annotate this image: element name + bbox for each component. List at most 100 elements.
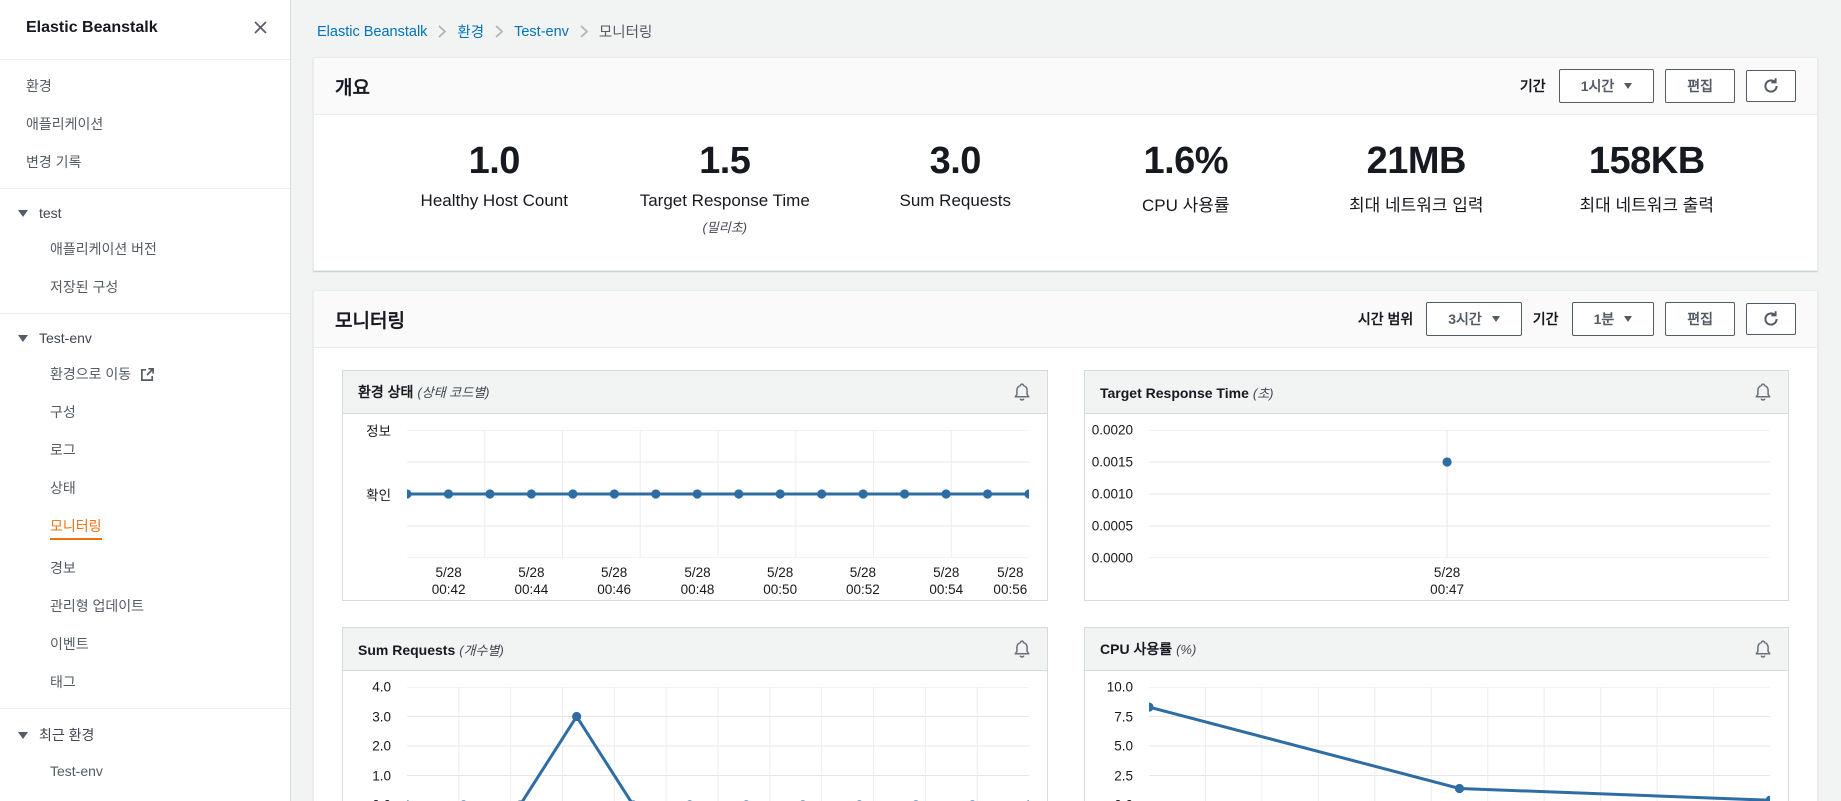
monitoring-title: 모니터링 — [335, 310, 405, 332]
time-range-select[interactable]: 3시간 — [1426, 302, 1522, 336]
sidebar-item[interactable]: 환경으로 이동 — [0, 355, 290, 393]
bell-icon[interactable] — [1753, 639, 1773, 659]
period-label: 기간 — [1519, 78, 1546, 94]
x-tick-label: 5/28 00:42 — [431, 565, 466, 597]
y-axis: 정보 확인 — [343, 424, 399, 558]
metric-value: 21MB — [1366, 140, 1467, 182]
period-select[interactable]: 1시간 — [1558, 69, 1655, 103]
sidebar-item[interactable]: 경보 — [50, 560, 76, 576]
main-content: Elastic Beanstalk 환경 Test-env 모니터링 개요 기간 1시… — [291, 0, 1841, 801]
period-value: 1시간 — [1580, 78, 1615, 94]
time-range-value: 3시간 — [1448, 311, 1482, 327]
edit-button[interactable]: 편집 — [1665, 69, 1735, 103]
sidebar-item[interactable]: 저장된 구성 — [50, 279, 119, 295]
x-tick-label: 5/28 00:52 — [846, 565, 880, 597]
y-tick-label: 0.0005 — [1091, 518, 1133, 534]
overview-title: 개요 — [335, 77, 370, 99]
breadcrumb-link[interactable]: Test-env — [514, 23, 569, 40]
y-tick-label: 5.0 — [1114, 738, 1133, 754]
sidebar-item[interactable]: 애플리케이션 — [26, 116, 104, 132]
triangle-down-icon — [18, 731, 28, 739]
monitoring-period-select[interactable]: 1분 — [1571, 302, 1655, 336]
bell-icon[interactable] — [1753, 382, 1773, 402]
metric-label: Sum Requests — [899, 191, 1012, 210]
chart-title: CPU 사용률 — [1100, 641, 1173, 657]
sidebar-item[interactable]: 애플리케이션 버전 — [50, 241, 157, 257]
overview-panel-header: 개요 기간 1시간 편집 — [314, 58, 1817, 115]
plot — [1144, 686, 1775, 801]
sidebar-item[interactable]: 변경 기록 — [26, 154, 82, 170]
bell-icon[interactable] — [1012, 639, 1032, 659]
metric-value: 1.6% — [1143, 140, 1229, 182]
group-label: Test-env — [39, 330, 92, 346]
chart-area: 4.03.02.01.00.0 5/285/285/285/285/285/28… — [343, 671, 1047, 801]
sidebar-group-header[interactable]: 최근 환경 — [0, 716, 290, 754]
bell-icon[interactable] — [1012, 382, 1032, 402]
divider — [0, 188, 290, 189]
group-label: test — [39, 205, 62, 221]
metric-sublabel: (밀리초) — [702, 220, 748, 235]
chart-environment-health: 환경 상태 (상태 코드별) 정보 확인 5/28 00:42 5/28 00:44 5/2… — [342, 370, 1048, 601]
chevron-down-icon — [1624, 83, 1633, 89]
chevron-right-icon — [438, 25, 447, 38]
divider — [0, 708, 290, 709]
sidebar-item[interactable]: 태그 — [50, 674, 76, 690]
x-tick-label: 5/28 00:48 — [680, 565, 715, 597]
metric-value: 3.0 — [929, 140, 982, 182]
y-tick-label: 3.0 — [372, 709, 391, 724]
close-icon[interactable] — [251, 18, 270, 37]
metric-label: Target Response Time — [639, 191, 810, 210]
sidebar-item[interactable]: 로그 — [50, 442, 76, 458]
y-tick-label: 4.0 — [372, 679, 391, 695]
x-tick-label: 5/28 00:54 — [929, 565, 964, 597]
chart-area: 10.07.55.02.50.0 5/285/285/285/285/285/2… — [1085, 671, 1788, 801]
divider — [0, 59, 290, 60]
metric-value: 158KB — [1588, 140, 1705, 182]
sidebar-item[interactable]: Test-env — [50, 763, 103, 779]
y-tick-label: 0.0 — [1114, 798, 1133, 801]
y-tick-label: 2.5 — [1114, 768, 1133, 783]
y-tick-label: 0.0010 — [1091, 486, 1133, 502]
breadcrumb-link[interactable]: 환경 — [457, 25, 485, 41]
chart-sum-requests: Sum Requests(개수별) 4.03.02.01.00.0 5/285/… — [342, 627, 1048, 801]
chart-unit: (%) — [1176, 642, 1197, 657]
y-tick-label: 1.0 — [372, 768, 391, 783]
metric: 21MB 최대 네트워크 입력 — [1301, 140, 1532, 236]
refresh-button[interactable] — [1746, 70, 1796, 102]
x-axis: 5/28 00:47 — [1149, 564, 1770, 598]
refresh-icon — [1764, 78, 1778, 93]
sidebar-item[interactable]: 구성 — [50, 404, 76, 420]
sidebar-header: Elastic Beanstalk — [0, 0, 290, 52]
y-axis: 4.0 3.0 2.0 1.0 0.0 — [343, 680, 399, 801]
sidebar-title: Elastic Beanstalk — [26, 18, 158, 36]
y-tick-label: 7.5 — [1114, 709, 1133, 724]
x-tick-label: 5/28 00:44 — [514, 565, 549, 597]
x-tick-label: 5/28 00:56 — [993, 565, 1028, 597]
chart-header: Sum Requests (개수별) — [343, 628, 1047, 671]
metric-value: 1.0 — [468, 140, 521, 182]
refresh-button[interactable] — [1746, 303, 1796, 335]
chart-unit: (개수별) — [459, 642, 504, 658]
monitoring-controls: 시간 범위 3시간 기간 1분 편집 — [1358, 302, 1796, 336]
chart-unit: (상태 코드별) — [417, 385, 490, 400]
sidebar-item[interactable]: 환경 — [26, 78, 52, 94]
chart-header: 환경 상태 (상태 코드별) — [343, 371, 1047, 414]
refresh-icon — [1764, 311, 1778, 326]
chart-title: Target Response Time — [1100, 384, 1249, 401]
metric-label: 최대 네트워크 입력 — [1348, 196, 1484, 215]
y-axis: 10.0 7.5 5.0 2.5 0.0 — [1085, 680, 1141, 801]
y-tick-label: 10.0 — [1106, 679, 1133, 695]
sidebar-item[interactable]: 관리형 업데이트 — [50, 598, 145, 614]
sidebar-item-active[interactable]: 모니터링 — [0, 507, 290, 549]
sidebar-group-header[interactable]: test — [0, 196, 290, 230]
sidebar-item[interactable]: 상태 — [50, 480, 76, 496]
sidebar-group-header[interactable]: Test-env — [0, 321, 290, 355]
plot — [1149, 429, 1770, 559]
sidebar-item[interactable]: 이벤트 — [50, 636, 89, 652]
charts-grid: 환경 상태 (상태 코드별) 정보 확인 5/28 00:42 5/28 00:44 5/2… — [314, 348, 1817, 801]
breadcrumb-link[interactable]: Elastic Beanstalk — [317, 23, 428, 40]
monitoring-panel-header: 모니터링 시간 범위 3시간 기간 1분 편집 — [314, 291, 1817, 348]
metric: 158KB 최대 네트워크 출력 — [1532, 140, 1763, 236]
edit-button[interactable]: 편집 — [1665, 302, 1735, 336]
